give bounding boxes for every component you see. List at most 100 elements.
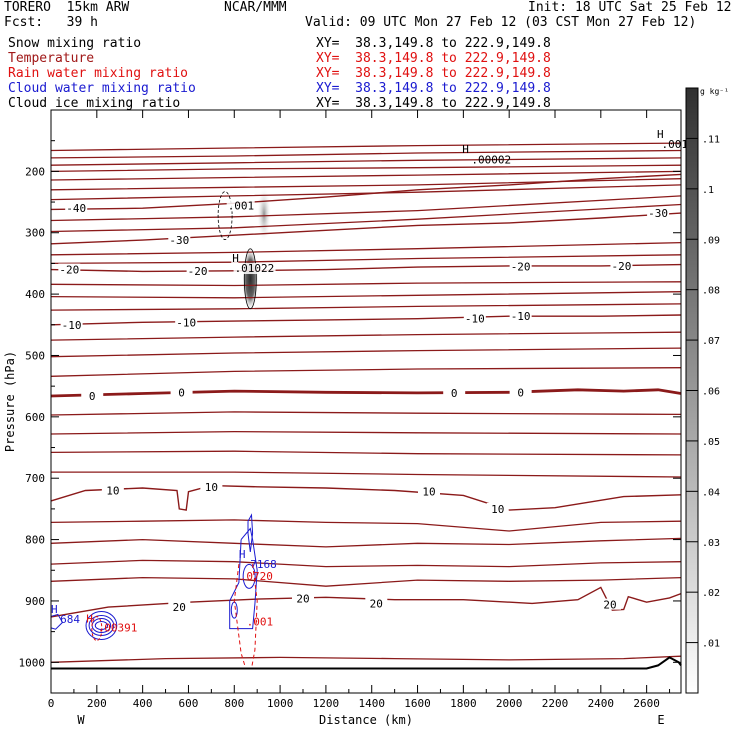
y-tick-label: 200 xyxy=(25,165,45,178)
temperature-label: -20 xyxy=(59,264,79,277)
temperature-contour xyxy=(50,254,682,265)
label-bg xyxy=(233,263,276,275)
temperature-contour xyxy=(50,450,682,456)
cloud-water-contour xyxy=(242,563,256,589)
x-tick-label: 1000 xyxy=(267,697,294,710)
temperature-contour xyxy=(50,195,682,222)
contour-label-bg xyxy=(292,592,314,604)
y-tick-label: 500 xyxy=(25,349,45,362)
x-tick-label: 1400 xyxy=(358,697,385,710)
contour-label-bg xyxy=(598,598,621,610)
x-tick-label: 1200 xyxy=(313,697,340,710)
colorbar-tick-label: .1 xyxy=(702,185,714,196)
contour-label-bg xyxy=(60,318,83,330)
contour-label-bg xyxy=(65,202,88,214)
cloud-water-label: H xyxy=(51,603,58,616)
contour-label-bg xyxy=(58,263,81,275)
label-bg xyxy=(231,253,239,265)
temperature-label: -40 xyxy=(66,202,86,215)
field-cloudice-xy: XY= 38.3,149.8 to 222.9,149.8 xyxy=(316,96,551,111)
y-tick-label: 800 xyxy=(25,534,45,547)
cloud-water-label: 7168 xyxy=(250,558,276,571)
contour-label-bg xyxy=(200,480,223,492)
y-tick-label: 1000 xyxy=(19,656,46,669)
y-tick-label: 600 xyxy=(25,411,45,424)
x-tick-label: 200 xyxy=(87,697,107,710)
temperature-contour--30 xyxy=(50,212,682,245)
temperature-label: -30 xyxy=(648,207,668,220)
colorbar-tick-label: .02 xyxy=(702,588,720,599)
temperature-contour xyxy=(50,142,682,152)
snow-label: H xyxy=(462,143,469,156)
east-label: E xyxy=(657,713,664,727)
temperature-contour xyxy=(50,430,682,435)
x-tick-label: 600 xyxy=(179,697,199,710)
cloud-ice-label: .001 xyxy=(228,199,255,212)
field-snow-xy: XY= 38.3,149.8 to 222.9,149.8 xyxy=(316,36,551,51)
temperature-contour-10 xyxy=(50,484,682,511)
contour-label-bg xyxy=(101,484,124,496)
contour-label-bg xyxy=(418,485,440,497)
field-temperature-xy: XY= 38.3,149.8 to 222.9,149.8 xyxy=(316,51,551,66)
x-tick-label: 2200 xyxy=(542,697,569,710)
temperature-contour xyxy=(50,303,682,311)
rain-water-label: .0720 xyxy=(240,570,273,583)
rain-water-contour xyxy=(233,564,247,669)
cloud-water-label: 684 xyxy=(60,613,80,626)
field-rain-xy: XY= 38.3,149.8 to 222.9,149.8 xyxy=(316,66,551,81)
contour-label-bg xyxy=(610,259,633,271)
rain-water-label: .001 xyxy=(247,615,274,628)
temperature-label: -20 xyxy=(611,260,631,273)
temperature-contour xyxy=(50,157,682,166)
temperature-contour xyxy=(50,170,682,181)
temperature-label: 10 xyxy=(205,481,218,494)
valid-time: Valid: 09 UTC Mon 27 Feb 12 (03 CST Mon … xyxy=(305,15,697,30)
field-rain: Rain water mixing ratio xyxy=(8,66,189,81)
temperature-contour xyxy=(50,576,682,587)
colorbar-tick-label: .01 xyxy=(702,639,720,650)
y-tick-label: 300 xyxy=(25,227,45,240)
temperature-label: 10 xyxy=(422,486,435,499)
x-tick-label: 2000 xyxy=(496,697,523,710)
temperature-contour xyxy=(50,281,682,287)
org-label: NCAR/MMM xyxy=(224,0,287,15)
temperature-label: 20 xyxy=(603,599,616,612)
colorbar-tick-label: .04 xyxy=(702,487,720,498)
cloud-ice-contour xyxy=(217,191,233,240)
x-tick-label: 400 xyxy=(133,697,153,710)
temperature-label: -10 xyxy=(465,313,485,326)
x-tick-label: 1800 xyxy=(450,697,477,710)
y-tick-label: 700 xyxy=(25,472,45,485)
snow-label: .00002 xyxy=(471,153,511,166)
contour-label-bg xyxy=(175,316,198,328)
colorbar-tick-label: .06 xyxy=(702,387,720,398)
cloud-water-contour xyxy=(85,610,118,640)
rain-water-label: H xyxy=(86,612,93,625)
temperature-contour xyxy=(50,291,682,299)
temperature-contour xyxy=(50,203,682,233)
temperature-contour xyxy=(50,367,682,377)
temperature-label: 0 xyxy=(451,387,458,400)
y-tick-label: 900 xyxy=(25,595,45,608)
y-axis-title: Pressure (hPa) xyxy=(3,351,17,452)
temperature-contour--10 xyxy=(50,314,682,326)
contour-label-bg xyxy=(81,389,104,401)
x-tick-label: 800 xyxy=(224,697,244,710)
contour-label-bg xyxy=(168,234,191,246)
field-snow: Snow mixing ratio xyxy=(8,36,142,51)
temperature-label: 10 xyxy=(491,503,504,516)
temperature-contour--20 xyxy=(50,263,682,273)
temperature-contour-20 xyxy=(50,586,682,618)
west-label: W xyxy=(77,713,85,727)
temperature-contour xyxy=(51,471,682,478)
temperature-contour xyxy=(50,241,682,256)
x-tick-label: 0 xyxy=(48,697,55,710)
cloud-water-label: H xyxy=(239,548,246,561)
cloud-ice-label: .01022 xyxy=(235,262,275,275)
temperature-label: -20 xyxy=(188,265,208,278)
contour-label-bg xyxy=(509,310,532,322)
temperature-label: -10 xyxy=(176,316,196,329)
contour-label-bg xyxy=(443,386,466,398)
contour-label-bg xyxy=(509,260,532,272)
cloud-water-contour xyxy=(247,513,254,552)
